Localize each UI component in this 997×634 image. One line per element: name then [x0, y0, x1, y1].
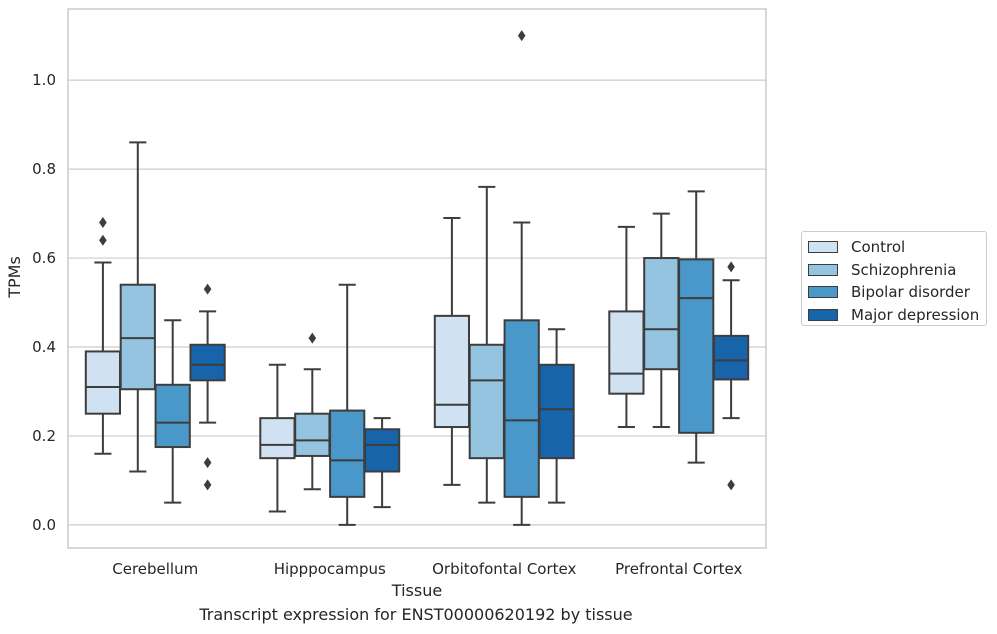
x-tick-label: Prefrontal Cortex: [615, 560, 742, 578]
y-axis-ticks: 0.0 0.2 0.4 0.6 0.8 1.0: [32, 71, 56, 534]
box: [189, 343, 226, 382]
legend-label: Control: [851, 238, 906, 257]
box-group: [154, 319, 191, 504]
x-axis-label: Tissue: [391, 581, 442, 600]
legend-label: Bipolar disorder: [851, 283, 970, 302]
box: [678, 258, 715, 434]
box-group: [643, 212, 680, 429]
box-group: [433, 217, 471, 486]
outlier-point: [203, 479, 212, 491]
outlier-point: [203, 457, 212, 469]
box-group: [608, 225, 645, 429]
outlier-point: [99, 234, 107, 246]
y-axis-label: TPMs: [5, 256, 24, 299]
box-group: [503, 30, 540, 526]
outlier-point: [727, 479, 735, 491]
box: [608, 310, 645, 395]
legend-swatch: [808, 263, 838, 276]
legend-item: Bipolar disorder: [808, 281, 986, 304]
chart-caption: Transcript expression for ENST0000062019…: [199, 605, 633, 624]
y-tick-label: 0.6: [32, 249, 56, 267]
box-group: [329, 283, 366, 526]
y-tick-label: 0.0: [32, 516, 56, 534]
box: [84, 350, 122, 415]
box-group: [189, 283, 226, 491]
box: [538, 363, 575, 460]
legend-item: Major depression: [808, 304, 986, 327]
legend-swatch: [808, 308, 838, 321]
box: [433, 314, 471, 429]
box-group: [119, 141, 156, 473]
box: [643, 257, 680, 371]
legend-label: Major depression: [851, 305, 980, 324]
y-tick-label: 0.4: [32, 338, 56, 356]
box-group: [712, 261, 750, 491]
outlier-point: [308, 332, 317, 344]
box-group: [538, 328, 575, 504]
legend-item: Schizophrenia: [808, 259, 986, 282]
x-tick-label: Hipppocampus: [274, 560, 386, 578]
x-tick-label: Orbitofontal Cortex: [432, 560, 576, 578]
box-group: [294, 332, 331, 491]
y-tick-label: 1.0: [32, 71, 56, 89]
box: [259, 417, 296, 460]
x-axis-ticks: Cerebellum Hipppocampus Orbitofontal Corte…: [112, 560, 742, 578]
y-tick-label: 0.2: [32, 427, 56, 445]
legend: Control Schizophrenia Bipolar disorder Majo…: [801, 231, 987, 326]
outlier-point: [727, 261, 735, 273]
legend-swatch: [808, 241, 838, 254]
y-tick-label: 0.8: [32, 160, 56, 178]
box: [119, 283, 156, 391]
outlier-point: [203, 283, 212, 295]
x-tick-label: Cerebellum: [112, 560, 198, 578]
box: [712, 334, 750, 381]
box-group: [363, 417, 401, 509]
legend-swatch: [808, 286, 838, 299]
box: [154, 383, 191, 449]
outlier-point: [517, 30, 526, 42]
box: [468, 343, 505, 460]
legend-item: Control: [808, 236, 986, 259]
box: [503, 319, 540, 498]
legend-label: Schizophrenia: [851, 260, 957, 279]
box-group: [84, 216, 122, 455]
box-group: [678, 190, 715, 464]
boxes: [84, 30, 750, 526]
box-group: [259, 363, 296, 513]
box: [329, 409, 366, 498]
outlier-point: [99, 216, 107, 228]
box: [294, 412, 331, 457]
box: [363, 428, 401, 473]
